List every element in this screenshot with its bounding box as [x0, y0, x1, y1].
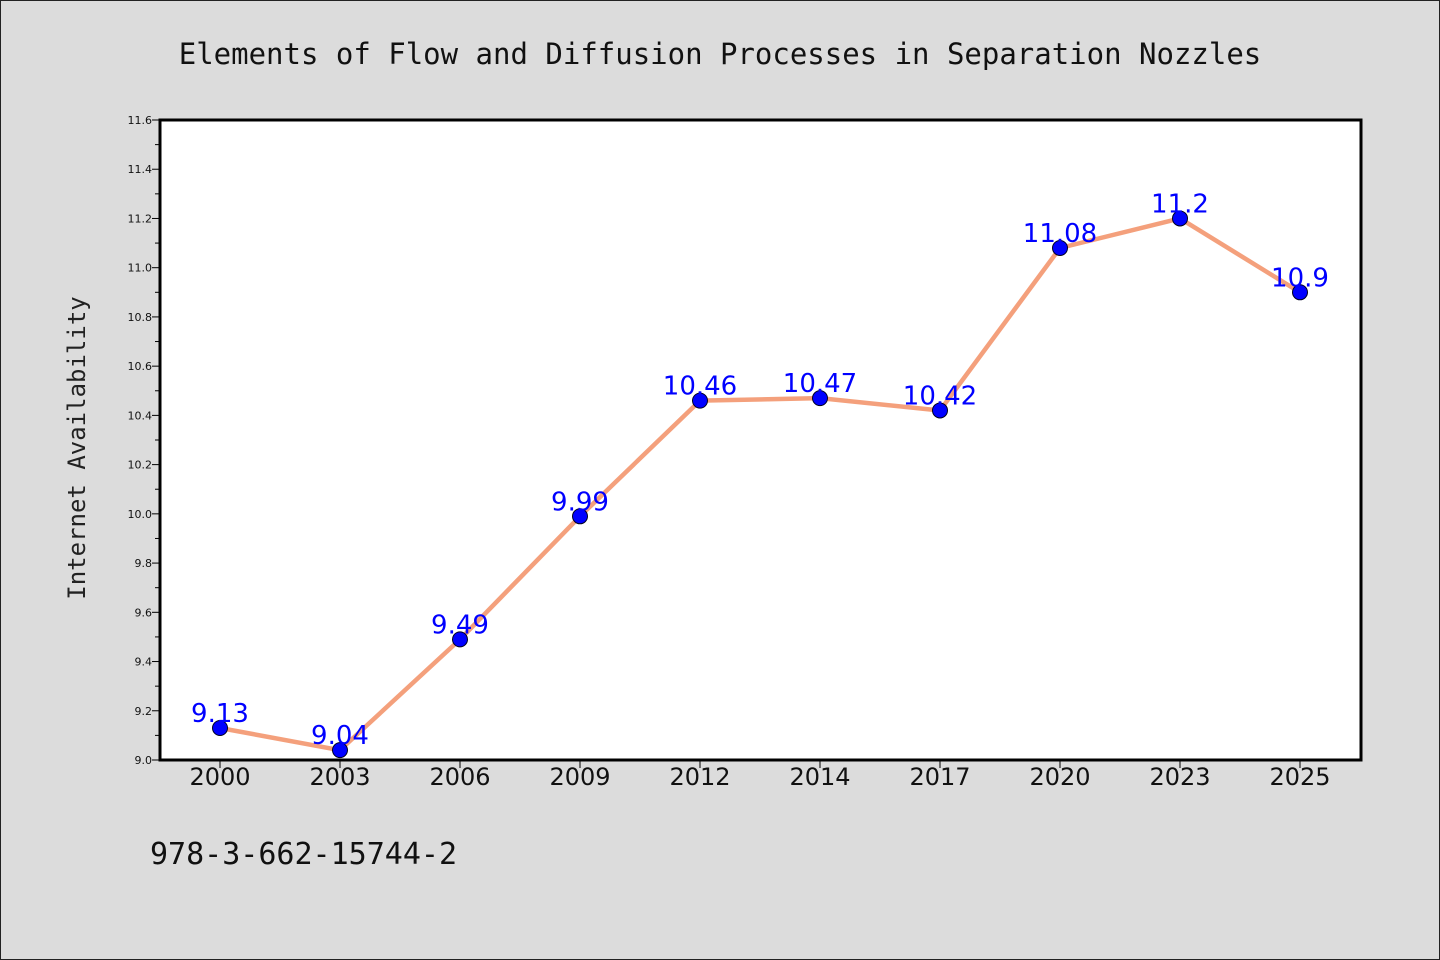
y-tick-label: 9.6: [135, 606, 153, 619]
y-tick-label: 10.0: [128, 508, 153, 521]
data-point: [1172, 210, 1188, 227]
x-tick-label: 2009: [549, 763, 610, 791]
y-tick-label: 9.4: [135, 656, 153, 669]
x-tick-label: 2020: [1029, 763, 1090, 791]
data-label: 10.46: [663, 372, 737, 402]
x-tick-label: 2000: [189, 763, 250, 791]
y-tick-label: 11.6: [128, 114, 153, 127]
data-label: 10.9: [1271, 263, 1329, 293]
x-tick-label: 2003: [309, 763, 370, 791]
x-tick-label: 2014: [789, 763, 850, 791]
data-label: 11.08: [1023, 219, 1097, 249]
series-line: [219, 216, 1302, 753]
data-label: 9.13: [191, 699, 249, 729]
x-tick-label: 2017: [909, 763, 970, 791]
data-point: [572, 508, 588, 525]
data-label: 9.99: [551, 487, 609, 517]
x-tick-label: 2023: [1149, 763, 1210, 791]
data-label: 9.49: [431, 610, 489, 640]
data-point: [452, 631, 468, 648]
y-tick-label: 10.2: [128, 459, 153, 472]
y-tick-label: 11.0: [128, 262, 153, 275]
y-tick-label: 11.4: [128, 163, 153, 176]
y-tick-label: 9.0: [135, 754, 153, 767]
data-point: [212, 720, 228, 736]
series-group: [212, 210, 1308, 759]
plot-area: [158, 118, 1363, 762]
x-tick-label: 2006: [429, 763, 490, 791]
data-point: [932, 402, 948, 419]
y-tick-label: 9.2: [135, 705, 153, 718]
x-tick-label: 2025: [1269, 763, 1330, 791]
data-label: 11.2: [1151, 189, 1209, 219]
chart-title: Elements of Flow and Diffusion Processes…: [179, 37, 1262, 71]
y-axis-ticks: 9.0 9.2 9.4 9.6 9.8 10.0 10.2 10.4 10.6 10.8 11.0 1…: [128, 114, 160, 767]
y-axis-label: Internet Availability: [63, 296, 91, 599]
data-label: 10.47: [783, 369, 857, 399]
data-label: 9.04: [311, 721, 369, 751]
data-point: [332, 742, 348, 759]
isbn-annotation: 978-3-662-15744-2: [150, 837, 457, 872]
data-label: 10.42: [903, 381, 977, 411]
data-labels-group: 9.13 9.04 9.49 9.99 10.46 10.47 10.42 11.08 11.2…: [191, 189, 1329, 751]
x-tick-label: 2012: [669, 763, 730, 791]
y-tick-label: 10.8: [128, 311, 153, 324]
y-tick-label: 10.4: [128, 409, 153, 422]
data-point: [1292, 284, 1308, 301]
data-point: [812, 390, 828, 407]
y-tick-label: 10.6: [128, 360, 153, 373]
x-axis-ticks: 2000 2003 2006 2009 2012 2014 2017 2020 2023 2025: [189, 760, 1331, 791]
y-tick-label: 9.8: [135, 557, 153, 570]
data-point: [1052, 240, 1068, 256]
data-point: [692, 392, 708, 409]
y-tick-label: 11.2: [128, 212, 153, 225]
